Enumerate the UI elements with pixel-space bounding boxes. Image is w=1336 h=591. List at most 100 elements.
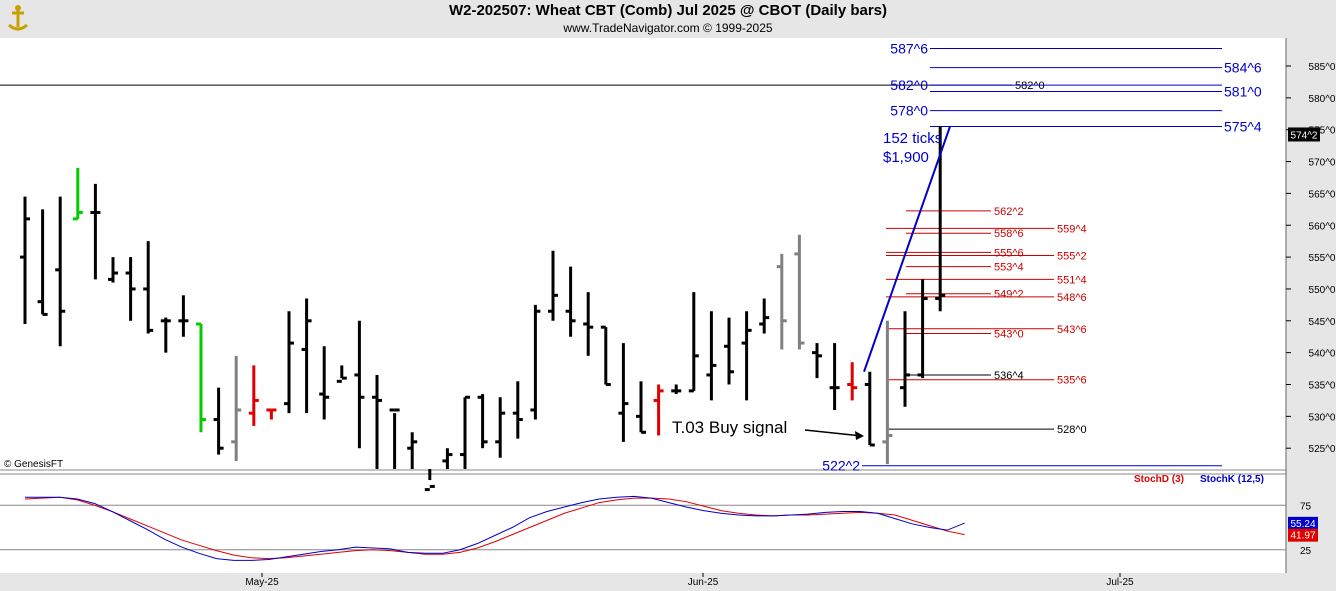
price-bar [354,320,365,449]
price-bar [548,250,558,321]
blue-level-label: 581^0 [1224,83,1262,99]
stoch-k-legend: StochK (12,5) [1200,474,1264,485]
price-bar [108,257,118,283]
price-bar [495,397,506,458]
price-bar [759,298,770,334]
ticks-label: 152 ticks [883,130,942,147]
stoch-k-value-box [1288,516,1318,530]
y-tick-label: 535^0 [1309,381,1336,392]
blue-level-label: 582^0 [890,77,928,93]
red-level-label: 543^0 [994,329,1024,341]
red-level-label: 555^6 [994,247,1024,259]
stoch-d-legend: StochD (3) [1134,474,1184,485]
black-hline-label: 582^0 [1015,80,1045,92]
price-bar [477,394,488,449]
y-tick-label: 555^0 [1309,253,1336,264]
time-axis-panel [0,573,1336,591]
price-bar [636,381,646,434]
price-bar [565,266,576,337]
price-bar [389,408,400,469]
price-bar [618,343,629,442]
x-tick-label: Jul-25 [1106,577,1134,588]
blue-level-label: 587^6 [890,40,928,56]
price-bar [460,395,470,469]
projection-line [863,126,951,373]
red-level-label: 549^2 [994,289,1024,301]
price-bar [407,432,418,469]
y-tick-label: 580^0 [1309,94,1336,105]
y-tick-label: 530^0 [1309,412,1336,423]
price-bar [248,365,259,426]
price-bar [600,325,611,386]
dollar-label: $1,900 [883,149,929,166]
price-bar [864,371,875,447]
price-bar [231,355,242,461]
signal-arrow [804,429,863,437]
x-tick-label: Jun-25 [688,577,719,588]
price-bar [301,298,312,414]
price-bar [812,343,822,379]
trade-navigator-logo-icon [3,3,33,33]
price-bar [671,384,682,395]
price-bar [512,381,523,439]
black-level-label: 536^4 [994,370,1024,382]
x-tick-label: May-25 [245,577,279,588]
y-tick-label: 560^0 [1309,221,1336,232]
price-bar [776,253,787,350]
price-bar [37,209,48,316]
price-bar [882,320,893,465]
chart-header [0,0,1336,38]
y-tick-label: 585^0 [1309,62,1336,73]
signal-label: T.03 Buy signal [672,418,787,437]
last-price-box [1288,127,1320,142]
last-price-label: 574^2 [1291,130,1318,141]
y-tick-label: 570^0 [1309,158,1336,169]
stoch-d-line [24,496,965,560]
price-bar [213,387,224,455]
price-bar [196,322,206,433]
red-level-label: 559^4 [1057,223,1087,235]
blue-level-label: 575^4 [1224,119,1262,135]
stoch-d-value-box [1288,528,1318,542]
red-level-label: 548^6 [1057,292,1087,304]
chart-subtitle: www.TradeNavigator.com © 1999-2025 [563,21,773,35]
price-bar [653,384,664,436]
price-bar [442,448,453,469]
stoch-tick-label: 75 [1300,501,1312,512]
stoch-k-line [25,495,965,561]
price-bar [372,374,382,469]
price-bar [829,343,840,410]
price-bar [706,311,717,401]
red-level-label: 535^6 [1057,375,1087,387]
blue-level-label: 578^0 [890,103,928,119]
black-level-label: 528^0 [1057,424,1087,436]
signal-arrowhead [855,431,864,440]
y-tick-label: 575^0 [1309,126,1336,137]
y-tick-label: 545^0 [1309,317,1336,328]
price-bar [917,279,928,379]
price-bar [900,311,910,407]
red-level-label: 558^6 [994,228,1024,240]
red-level-label: 551^4 [1057,274,1087,286]
price-bar [266,408,277,420]
red-level-label: 562^2 [994,206,1024,218]
price-bar [424,469,435,492]
red-level-label: 543^6 [1057,324,1087,336]
price-bar [724,317,734,385]
price-bar [688,292,699,393]
price-bar [20,196,30,324]
price-bar [284,311,294,414]
blue-level-label: 522^2 [822,458,860,474]
stoch-k-value: 55.24 [1290,519,1315,530]
y-tick-label: 525^0 [1309,444,1336,455]
y-tick-label: 550^0 [1309,285,1336,296]
price-bar [178,295,189,337]
price-bar [143,241,154,334]
price-bar [741,311,752,401]
price-bar [847,362,858,401]
stoch-tick-label: 25 [1300,546,1312,557]
price-bar [160,317,171,353]
price-bar [125,257,136,321]
chart-title: W2-202507: Wheat CBT (Comb) Jul 2025 @ C… [448,2,888,19]
red-level-label: 553^4 [994,262,1024,274]
